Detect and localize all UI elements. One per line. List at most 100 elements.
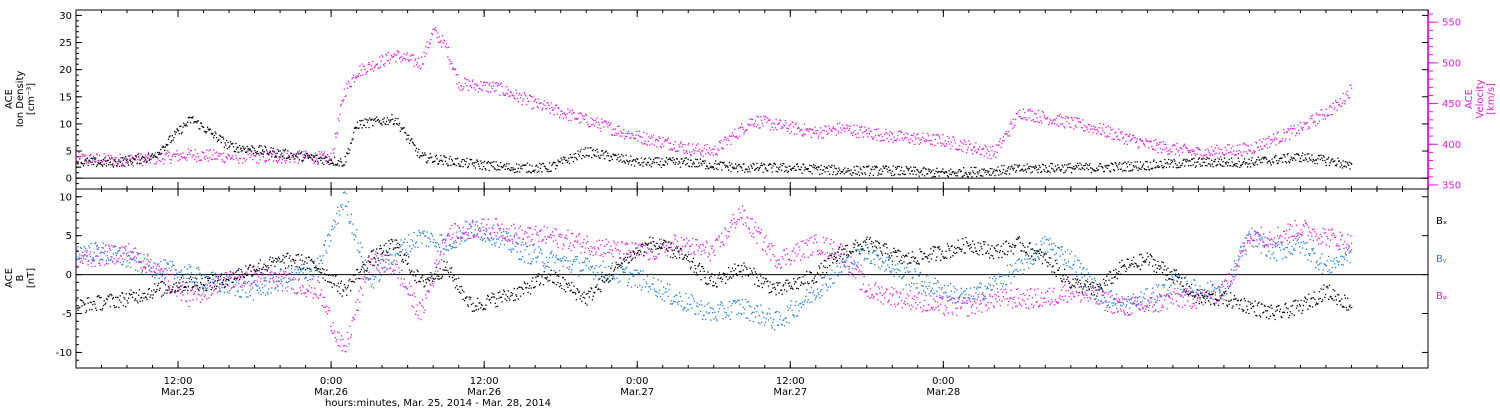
velocity-series-point	[597, 127, 598, 128]
velocity-series-point	[1276, 138, 1277, 139]
density-series-point	[1102, 167, 1103, 168]
by-series-point	[311, 270, 312, 271]
velocity-series-point	[1017, 111, 1018, 112]
velocity-series-point	[1171, 151, 1172, 152]
by-series-point	[554, 270, 555, 271]
density-series-point	[435, 156, 436, 157]
by-series-point	[166, 262, 167, 263]
velocity-series-point	[1136, 141, 1137, 142]
by-series-point	[966, 288, 967, 289]
density-series-point	[1304, 160, 1305, 161]
density-series-point	[701, 163, 702, 164]
by-series-point	[1167, 290, 1168, 291]
by-series-point	[563, 266, 564, 267]
by-series-point	[1080, 263, 1081, 264]
by-series-point	[123, 261, 124, 262]
density-series-point	[526, 172, 527, 173]
by-series-point	[318, 276, 319, 277]
density-series-point	[1202, 165, 1203, 166]
by-series-point	[329, 246, 330, 247]
density-series-point	[1034, 168, 1035, 169]
velocity-series-point	[279, 159, 280, 160]
by-series-point	[990, 285, 991, 286]
velocity-series-point	[1097, 129, 1098, 130]
density-series-point	[534, 171, 535, 172]
velocity-series-point	[982, 149, 983, 150]
velocity-series-point	[236, 158, 237, 159]
by-series-point	[523, 244, 524, 245]
by-series-point	[1027, 262, 1028, 263]
velocity-tick-label: 550	[1442, 18, 1461, 29]
velocity-series-point	[1033, 121, 1034, 122]
velocity-series-point	[655, 140, 656, 141]
velocity-series-point	[764, 119, 765, 120]
by-series-point	[736, 314, 737, 315]
by-series-point	[764, 324, 765, 325]
density-series-point	[431, 157, 432, 158]
velocity-series-point	[684, 144, 685, 145]
density-series-point	[665, 160, 666, 161]
velocity-series-point	[1137, 147, 1138, 148]
velocity-series-point	[680, 143, 681, 144]
by-series-point	[870, 261, 871, 262]
velocity-series-point	[654, 145, 655, 146]
density-series-point	[804, 169, 805, 170]
density-series-point	[1320, 155, 1321, 156]
velocity-series-point	[790, 124, 791, 125]
velocity-series-point	[189, 154, 190, 155]
by-series-point	[404, 242, 405, 243]
density-series-point	[1156, 162, 1157, 163]
density-series-point	[1192, 158, 1193, 159]
velocity-series-point	[303, 154, 304, 155]
velocity-series-point	[306, 150, 307, 151]
density-series-point	[1110, 171, 1111, 172]
density-series-point	[897, 166, 898, 167]
by-series-point	[592, 266, 593, 267]
density-series-point	[91, 162, 92, 163]
density-series-point	[1247, 166, 1248, 167]
density-series-point	[893, 165, 894, 166]
density-series-point	[1327, 159, 1328, 160]
density-series-point	[492, 166, 493, 167]
density-series-point	[900, 170, 901, 171]
by-series-point	[804, 301, 805, 302]
density-series-point	[409, 143, 410, 144]
by-series-point	[510, 250, 511, 251]
velocity-series-point	[699, 149, 700, 150]
velocity-series-point	[186, 160, 187, 161]
density-series-point	[485, 168, 486, 169]
velocity-series-point	[1112, 129, 1113, 130]
by-series-point	[1051, 243, 1052, 244]
by-series-point	[541, 253, 542, 254]
velocity-series-point	[145, 154, 146, 155]
density-series-point	[730, 171, 731, 172]
density-series-point	[657, 157, 658, 158]
density-series-point	[777, 171, 778, 172]
by-series-point	[106, 260, 107, 261]
by-series-point	[706, 311, 707, 312]
density-series-point	[1001, 165, 1002, 166]
velocity-series-point	[710, 154, 711, 155]
velocity-series-point	[879, 135, 880, 136]
velocity-series-point	[785, 122, 786, 123]
density-series-point	[594, 155, 595, 156]
velocity-series-point	[485, 84, 486, 85]
density-series-point	[192, 116, 193, 117]
velocity-series-point	[193, 154, 194, 155]
velocity-series-point	[1307, 129, 1308, 130]
by-series-point	[221, 287, 222, 288]
density-series-point	[207, 127, 208, 128]
density-series-point	[692, 163, 693, 164]
by-series-point	[226, 275, 227, 276]
velocity-series-point	[587, 124, 588, 125]
by-series-point	[805, 296, 806, 297]
by-series-point	[529, 245, 530, 246]
density-series-point	[1179, 162, 1180, 163]
density-series-point	[484, 161, 485, 162]
velocity-series-point	[497, 85, 498, 86]
velocity-series-point	[1197, 147, 1198, 148]
density-series-point	[481, 163, 482, 164]
by-series-point	[1213, 290, 1214, 291]
velocity-series-point	[1187, 150, 1188, 151]
by-series-point	[379, 279, 380, 280]
